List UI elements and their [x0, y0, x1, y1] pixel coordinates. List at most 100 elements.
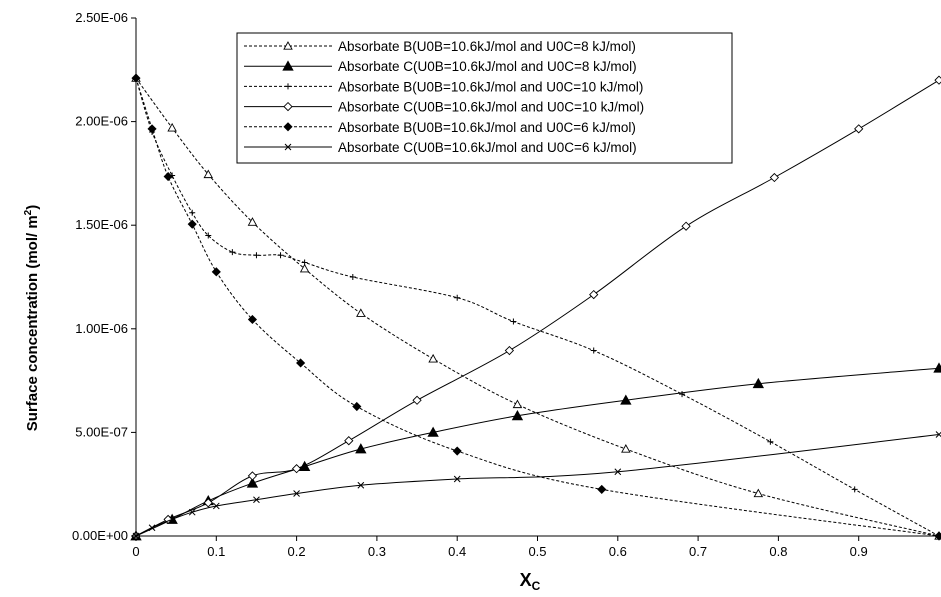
- point-marker-diamond-filled: [187, 219, 197, 229]
- point-marker-plus: [349, 274, 356, 280]
- point-marker-diamond-open: [291, 464, 302, 474]
- point-marker-x: [293, 490, 300, 497]
- point-marker-diamond-filled: [163, 171, 173, 182]
- point-marker-plus: [679, 391, 686, 398]
- point-marker-plus: [253, 252, 260, 259]
- legend-entry-2: Absorbate C(U0B=10.6kJ/mol and U0C=8 kJ/…: [244, 59, 637, 74]
- point-marker-x: [188, 508, 196, 516]
- point-marker-triangle-filled: [933, 362, 941, 373]
- point-marker-plus: [189, 209, 196, 216]
- point-marker-plus: [590, 347, 597, 354]
- legend-label: Absorbate C(U0B=10.6kJ/mol and U0C=6 kJ/…: [338, 140, 637, 155]
- point-marker-triangle-open: [283, 41, 293, 50]
- x-tick-label: 0.8: [769, 544, 787, 559]
- point-marker-triangle-open: [299, 263, 310, 273]
- point-marker-diamond-filled: [147, 124, 157, 134]
- point-marker-triangle-filled: [282, 60, 294, 71]
- x-tick-label: 0.7: [689, 544, 707, 559]
- y-tick-label: 5.00E-07: [75, 424, 128, 439]
- point-marker-triangle-filled: [355, 443, 367, 454]
- point-marker-x: [614, 468, 622, 476]
- point-marker-diamond-filled: [283, 122, 293, 132]
- point-marker-diamond-open: [203, 498, 213, 508]
- point-marker-triangle-filled: [298, 460, 311, 471]
- point-marker-plus: [285, 83, 291, 90]
- x-tick-label: 0.2: [288, 544, 306, 559]
- point-marker-diamond-open: [934, 75, 941, 85]
- point-marker-triangle-filled: [511, 410, 524, 421]
- point-marker-triangle-open: [512, 399, 523, 409]
- axes-layer: 0 0.1 0.2 0.3 0.4 0.5 0.6 0.7 0.8 0.9 0.00E+00 5.00…: [72, 10, 939, 559]
- x-tick-label: 0.5: [528, 544, 546, 559]
- point-marker-x: [148, 524, 156, 532]
- x-tick-label: 0: [132, 544, 139, 559]
- point-marker-x: [935, 431, 941, 438]
- point-marker-triangle-open: [621, 444, 631, 453]
- point-marker-diamond-open: [681, 221, 691, 231]
- x-tick-label: 0.9: [850, 544, 868, 559]
- point-marker-diamond-open: [412, 395, 422, 405]
- point-marker-diamond-filled: [211, 267, 221, 277]
- legend-entry-1: Absorbate B(U0B=10.6kJ/mol and U0C=8 kJ/…: [244, 39, 636, 54]
- point-marker-plus: [510, 318, 517, 325]
- y-tick-label: 2.00E-06: [75, 114, 128, 129]
- point-marker-triangle-filled: [427, 426, 439, 437]
- point-marker-x: [212, 502, 220, 510]
- legend-entry-4: Absorbate C(U0B=10.6kJ/mol and U0C=10 kJ…: [244, 100, 644, 115]
- y-tick-label: 2.50E-06: [75, 10, 128, 25]
- point-marker-triangle-filled: [752, 377, 765, 389]
- point-marker-diamond-open: [769, 172, 780, 183]
- legend-label: Absorbate C(U0B=10.6kJ/mol and U0C=8 kJ/…: [338, 59, 637, 74]
- point-marker-triangle-open: [356, 308, 366, 317]
- legend: Absorbate B(U0B=10.6kJ/mol and U0C=8 kJ/…: [236, 32, 733, 164]
- point-marker-x: [284, 143, 292, 151]
- point-marker-x: [253, 496, 260, 504]
- point-marker-triangle-open: [753, 488, 764, 498]
- point-marker-triangle-open: [428, 353, 438, 363]
- point-marker-triangle-open: [167, 122, 177, 132]
- point-marker-triangle-open: [203, 169, 214, 179]
- point-marker-diamond-filled: [247, 314, 258, 325]
- point-marker-x: [357, 481, 365, 489]
- point-marker-diamond-open: [504, 345, 515, 356]
- legend-entry-6: Absorbate C(U0B=10.6kJ/mol and U0C=6 kJ/…: [244, 140, 637, 155]
- point-marker-plus: [277, 252, 284, 259]
- point-marker-triangle-filled: [620, 394, 632, 405]
- point-marker-x: [168, 516, 176, 523]
- point-marker-x: [453, 475, 461, 483]
- legend-label: Absorbate B(U0B=10.6kJ/mol and U0C=6 kJ/…: [338, 120, 636, 135]
- point-marker-diamond-open: [283, 101, 293, 112]
- point-marker-plus: [301, 259, 308, 266]
- series-5: [131, 73, 941, 541]
- point-marker-diamond-filled: [452, 446, 462, 456]
- point-marker-diamond-filled: [352, 401, 362, 412]
- point-marker-plus: [229, 249, 236, 256]
- point-marker-triangle-filled: [246, 477, 259, 488]
- x-axis-label: XC: [520, 570, 541, 593]
- point-marker-plus: [851, 486, 858, 493]
- legend-entry-3: Absorbate B(U0B=10.6kJ/mol and U0C=10 kJ…: [244, 79, 643, 94]
- x-tick-label: 0.4: [448, 544, 466, 559]
- legend-entry-5: Absorbate B(U0B=10.6kJ/mol and U0C=6 kJ/…: [244, 120, 636, 135]
- point-marker-diamond-filled: [296, 358, 306, 368]
- series-line: [135, 367, 940, 537]
- point-marker-plus: [767, 438, 774, 445]
- point-marker-plus: [205, 232, 212, 239]
- y-tick-label: 1.00E-06: [75, 321, 128, 336]
- point-marker-diamond-open: [247, 471, 258, 481]
- legend-box: [236, 32, 733, 164]
- x-tick-label: 0.6: [609, 544, 627, 559]
- y-tick-label: 0.00E+00: [72, 528, 128, 543]
- point-marker-diamond-open: [589, 289, 599, 300]
- legend-label: Absorbate C(U0B=10.6kJ/mol and U0C=10 kJ…: [338, 100, 644, 115]
- point-marker-diamond-open: [854, 124, 864, 134]
- point-marker-plus: [454, 294, 461, 301]
- series-2: [130, 362, 941, 541]
- legend-label: Absorbate B(U0B=10.6kJ/mol and U0C=8 kJ/…: [338, 39, 636, 54]
- legend-label: Absorbate B(U0B=10.6kJ/mol and U0C=10 kJ…: [338, 79, 643, 94]
- y-axis-label: Surface concentration (mol/ m2): [23, 205, 41, 431]
- plot-layer: [130, 73, 941, 541]
- point-marker-diamond-open: [344, 436, 354, 446]
- point-marker-triangle-open: [247, 217, 258, 226]
